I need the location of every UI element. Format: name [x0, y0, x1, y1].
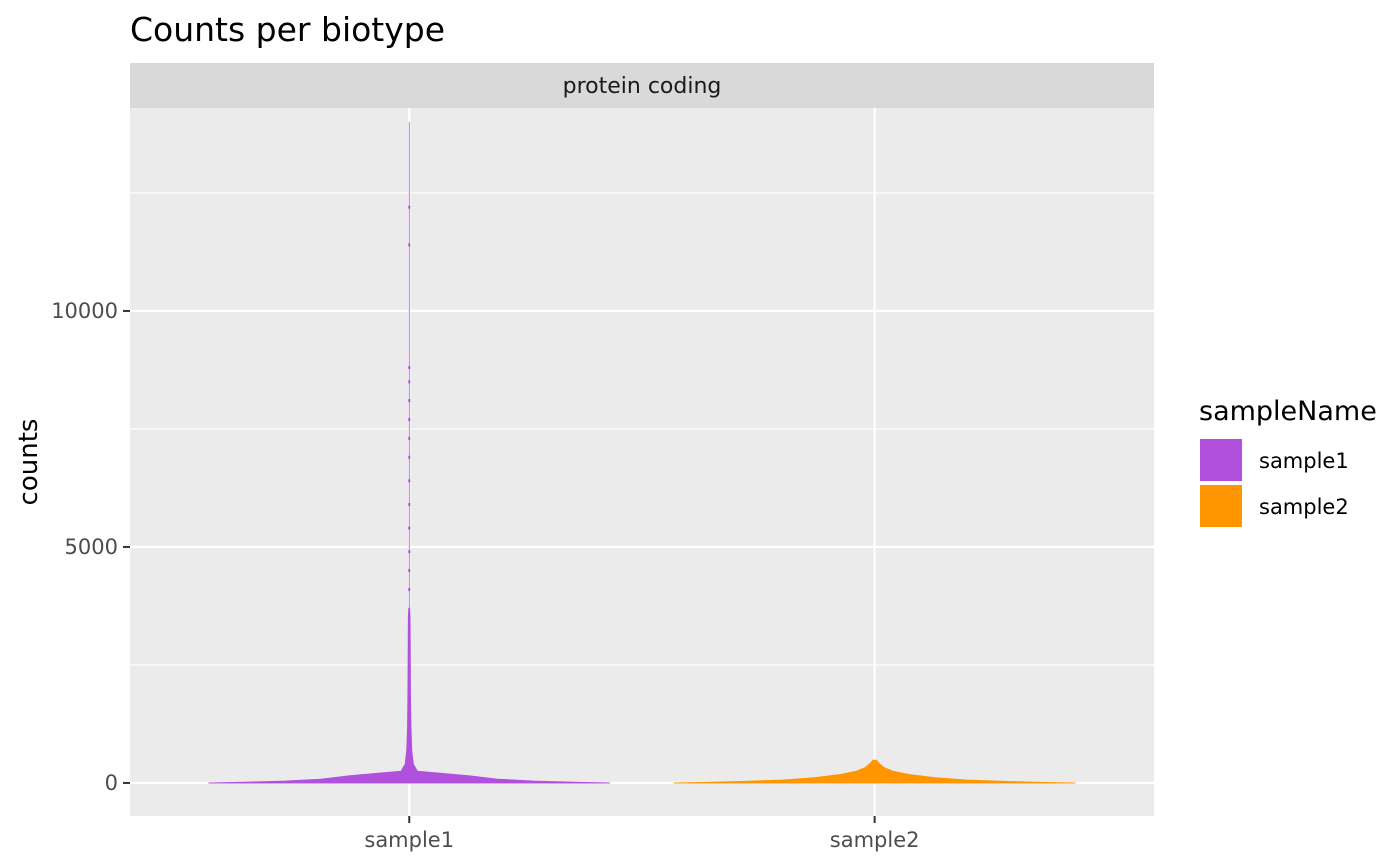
- violin-point-sample1: [408, 526, 411, 530]
- y-tick-label: 10000: [51, 299, 118, 323]
- x-tick-label: sample1: [364, 828, 454, 852]
- violin-point-sample1: [408, 436, 411, 440]
- y-tick-label: 5000: [65, 535, 118, 559]
- violin-point-sample1: [408, 479, 411, 483]
- violin-point-sample1: [408, 205, 411, 209]
- facet-strip: [130, 63, 1154, 108]
- x-axis: sample1 sample2: [364, 816, 920, 852]
- violin-point-sample1: [408, 366, 411, 370]
- violin-point-sample1: [408, 243, 411, 247]
- chart-title: Counts per biotype: [130, 10, 445, 49]
- y-tick-label: 0: [105, 771, 118, 795]
- y-axis: 0 5000 10000: [51, 299, 130, 795]
- legend-label-sample2: sample2: [1259, 495, 1349, 519]
- violin-point-sample1: [408, 418, 411, 422]
- violin-point-sample1: [408, 502, 411, 506]
- violin-point-sample1: [408, 399, 411, 403]
- legend-label-sample1: sample1: [1259, 449, 1349, 473]
- legend: sampleName sample1 sample2: [1198, 396, 1377, 529]
- violin-sample2: [673, 759, 1076, 784]
- violin-point-sample1: [408, 550, 411, 554]
- violin-sample1: [208, 607, 610, 784]
- legend-title: sampleName: [1199, 396, 1377, 427]
- legend-key-sample2: [1198, 483, 1244, 529]
- violin-point-sample1: [408, 587, 411, 591]
- y-axis-title: counts: [14, 419, 44, 506]
- x-tick-label: sample2: [830, 828, 920, 852]
- violin-point-sample1: [408, 569, 411, 573]
- facet-label: protein coding: [563, 74, 722, 99]
- violin-point-sample1: [408, 380, 411, 384]
- plot-panel: [130, 108, 1154, 816]
- violins: [208, 122, 1076, 784]
- legend-key-sample1: [1198, 437, 1244, 483]
- violin-point-sample1: [408, 455, 411, 459]
